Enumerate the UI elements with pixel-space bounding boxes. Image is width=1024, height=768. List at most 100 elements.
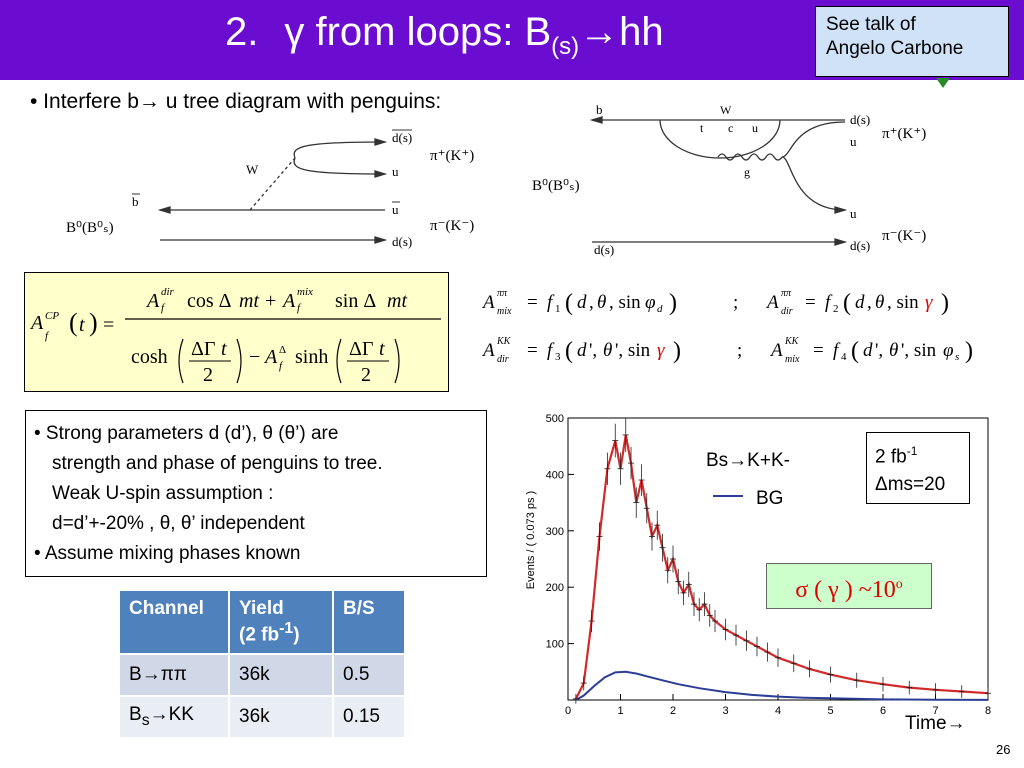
svg-text:sin Δ: sin Δ bbox=[335, 290, 376, 312]
w-label: W bbox=[246, 162, 259, 177]
peng-pi-minus-label: π⁻(K⁻) bbox=[882, 228, 926, 244]
svg-text:f: f bbox=[45, 330, 50, 342]
svg-text:mix: mix bbox=[785, 354, 800, 365]
svg-text:φ: φ bbox=[645, 292, 656, 313]
text-line2: strength and phase of penguins to tree. bbox=[52, 453, 383, 474]
page-number: 26 bbox=[996, 742, 1011, 757]
svg-text:t: t bbox=[379, 338, 385, 360]
sigma-gamma-box: σ ( γ ) ~10o bbox=[766, 563, 932, 609]
svg-text:',: ', bbox=[589, 340, 597, 361]
svg-text:f: f bbox=[825, 292, 833, 313]
u-label: u bbox=[392, 164, 399, 179]
table-row: Bs→KK 36k 0.15 bbox=[118, 695, 406, 740]
svg-text:(: ( bbox=[565, 338, 573, 364]
yield-cell: 36k bbox=[228, 653, 334, 698]
time-distribution-plot: Events / ( 0.073 ps ) 0 1 2 3 4 5 6 7 8 100 200 300… bbox=[525, 413, 991, 717]
lumi-text: 2 fb bbox=[875, 446, 907, 468]
channel-cell: B→ππ bbox=[118, 653, 230, 698]
svg-text:sinh: sinh bbox=[295, 346, 328, 368]
svg-text:dir: dir bbox=[781, 306, 793, 317]
sigma-text: σ ( γ ) ~10 bbox=[795, 577, 896, 603]
svg-text:',: ', bbox=[875, 340, 883, 361]
peng-u-out-label: u bbox=[850, 134, 857, 149]
svg-text:θ: θ bbox=[597, 292, 606, 313]
channel-sub: s bbox=[141, 712, 150, 730]
lumi-box: 2 fb-1 Δms=20 bbox=[866, 432, 970, 504]
x-tick-label: 6 bbox=[880, 705, 886, 717]
channel-final: ππ bbox=[160, 664, 187, 686]
tree-diagram: W b B⁰(B⁰ₛ) d(s) u u d(s) π⁺(K⁺) π⁻(K⁻) bbox=[66, 129, 474, 249]
svg-text:θ: θ bbox=[889, 340, 898, 361]
acp-formula-box: A CP f ( t ) = A dir f cos Δ mt + A mix … bbox=[24, 272, 449, 392]
y-tick-label: 200 bbox=[546, 582, 564, 594]
peng-b0-label: B⁰(B⁰ₛ) bbox=[532, 178, 580, 194]
title-sub: (s) bbox=[551, 33, 580, 60]
svg-text:=: = bbox=[103, 314, 114, 336]
svg-text:3: 3 bbox=[555, 351, 561, 363]
svg-text:A: A bbox=[29, 312, 44, 334]
svg-text:d: d bbox=[577, 292, 587, 313]
slide-title: 2. γ from loops: B(s)→hh bbox=[225, 10, 664, 61]
svg-text:): ) bbox=[673, 338, 681, 364]
svg-text:1: 1 bbox=[555, 303, 561, 315]
peng-u-bar-label: u bbox=[850, 206, 857, 221]
y-tick-label: 100 bbox=[546, 639, 564, 651]
channel-cell: Bs→KK bbox=[118, 695, 230, 740]
svg-text:γ: γ bbox=[925, 292, 933, 313]
x-tick-label: 7 bbox=[932, 705, 938, 717]
x-tick-label: 8 bbox=[985, 705, 991, 717]
lumi-exp: -1 bbox=[906, 444, 918, 458]
svg-text:(: ( bbox=[843, 290, 851, 316]
svg-text:ΔΓ: ΔΓ bbox=[191, 338, 215, 360]
svg-text:t: t bbox=[79, 314, 85, 336]
svg-text:A: A bbox=[145, 290, 160, 312]
peng-b-label: b bbox=[596, 102, 603, 117]
svg-text:d: d bbox=[657, 303, 663, 315]
svg-text:KK: KK bbox=[784, 336, 800, 347]
penguin-diagram: b W t c u g B⁰(B⁰ₛ) d(s) d(s) u u d(s) π… bbox=[532, 102, 926, 257]
svg-text:d: d bbox=[577, 340, 587, 361]
pi-minus-label: π⁻(K⁻) bbox=[430, 218, 474, 234]
time-axis-label: Time→ bbox=[905, 713, 966, 734]
svg-text:(: ( bbox=[851, 338, 859, 364]
svg-text:dir: dir bbox=[497, 354, 509, 365]
svg-text:θ: θ bbox=[875, 292, 884, 313]
svg-text:s: s bbox=[955, 351, 959, 363]
svg-text:2: 2 bbox=[203, 364, 213, 386]
svg-text:,: , bbox=[589, 292, 594, 313]
title-prefix: γ from loops: B bbox=[284, 10, 552, 54]
svg-text:Δ: Δ bbox=[279, 344, 286, 356]
svg-text:t: t bbox=[221, 338, 227, 360]
svg-text:f: f bbox=[279, 360, 284, 372]
bs-cell: 0.5 bbox=[332, 653, 406, 698]
svg-text:=: = bbox=[805, 292, 816, 313]
col-yield-close: ) bbox=[293, 624, 300, 646]
peng-ds-in-label: d(s) bbox=[594, 242, 614, 257]
x-tick-label: 1 bbox=[617, 705, 623, 717]
svg-text:A: A bbox=[263, 346, 278, 368]
svg-text:ππ: ππ bbox=[781, 288, 792, 299]
text-line4: d=d’+-20% , θ, θ’ independent bbox=[52, 513, 305, 534]
col-yield-unit: (2 fb bbox=[239, 624, 280, 646]
ds-bar-label: d(s) bbox=[392, 130, 412, 145]
table-header-row: Channel Yield (2 fb-1) B/S bbox=[118, 588, 406, 656]
talk-note: See talk of Angelo Carbone bbox=[815, 6, 1009, 77]
peng-ds-bar-label: d(s) bbox=[850, 112, 870, 127]
svg-text:mix: mix bbox=[497, 306, 512, 317]
ds-label: d(s) bbox=[392, 234, 412, 249]
y-tick-label: 500 bbox=[546, 413, 564, 425]
svg-text:cosh: cosh bbox=[131, 346, 168, 368]
svg-text:,: , bbox=[867, 292, 872, 313]
peng-g-label: g bbox=[744, 165, 750, 179]
text-line5: • Assume mixing phases known bbox=[34, 543, 301, 564]
svg-text:2: 2 bbox=[361, 364, 371, 386]
col-yield-exp: -1 bbox=[279, 620, 294, 637]
y-tick-label: 300 bbox=[546, 526, 564, 538]
svg-text:dir: dir bbox=[161, 286, 175, 298]
svg-text:A: A bbox=[281, 290, 296, 312]
channel-b: B bbox=[129, 704, 142, 726]
svg-text:', sin: ', sin bbox=[615, 340, 651, 361]
note-line1: See talk of bbox=[826, 14, 916, 35]
svg-text:CP: CP bbox=[45, 310, 59, 322]
peng-ds-label: d(s) bbox=[850, 238, 870, 253]
